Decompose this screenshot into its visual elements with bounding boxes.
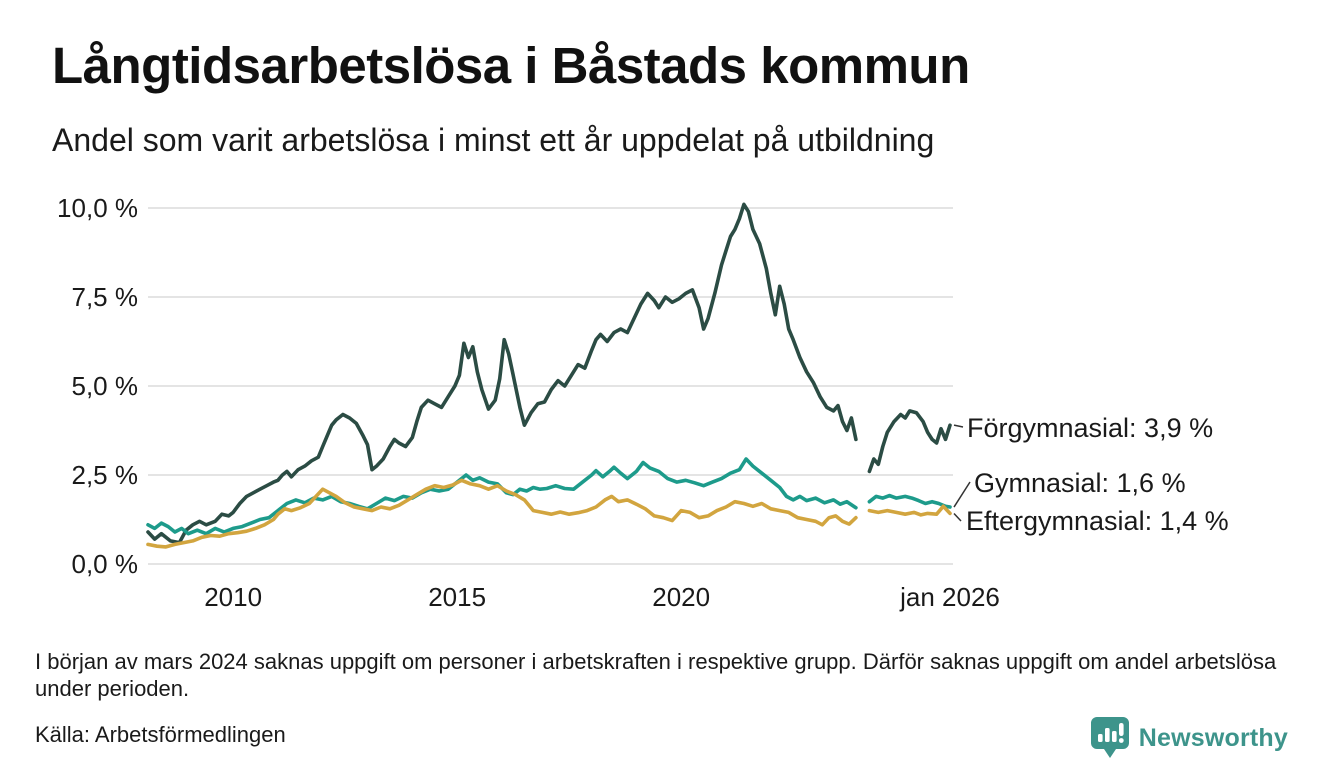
page-title: Långtidsarbetslösa i Båstads kommun [52,37,970,94]
line-chart: 0,0 % 2,5 % 5,0 % 7,5 % 10,0 % 2010 2015 2020 ja… [0,170,1340,630]
series-end-label-gymnasial: Gymnasial: 1,6 % [974,468,1186,498]
bar-chart-speech-bubble-icon [1090,717,1129,758]
series-line-eftergymnasial [146,478,858,549]
y-axis-tick-label: 7,5 % [72,282,139,312]
label-connector [953,424,964,428]
chart-footnote: I början av mars 2024 saknas uppgift om … [35,649,1277,702]
series-line-förgymnasial [146,202,858,545]
series-line-eftergymnasial [867,504,952,517]
series-end-label-forgymnasial: Förgymnasial: 3,9 % [967,413,1214,443]
source-credit: Källa: Arbetsförmedlingen [35,722,286,747]
newsworthy-wordmark: Newsworthy [1138,723,1288,752]
x-axis-tick-label: 2020 [652,582,710,612]
newsworthy-logo: Newsworthy [1090,716,1288,760]
series-line-gymnasial [146,457,858,536]
x-axis-tick-label: 2010 [204,582,262,612]
chart-subtitle: Andel som varit arbetslösa i minst ett å… [52,122,935,158]
series-end-label-eftergymnasial: Eftergymnasial: 1,4 % [966,506,1229,536]
y-axis-tick-label: 10,0 % [57,193,138,223]
label-connector [953,481,971,508]
series-line-gymnasial [867,493,952,509]
x-axis-tick-label: jan 2026 [899,582,1000,612]
y-axis-tick-label: 2,5 % [72,460,139,490]
series-line-förgymnasial [867,409,952,474]
y-axis-tick-label: 0,0 % [72,549,139,579]
y-axis-tick-label: 5,0 % [72,371,139,401]
label-connector [953,512,962,522]
x-axis-tick-label: 2015 [428,582,486,612]
line-chart-canvas: 0,0 % 2,5 % 5,0 % 7,5 % 10,0 % 2010 2015 2020 ja… [57,193,1000,612]
